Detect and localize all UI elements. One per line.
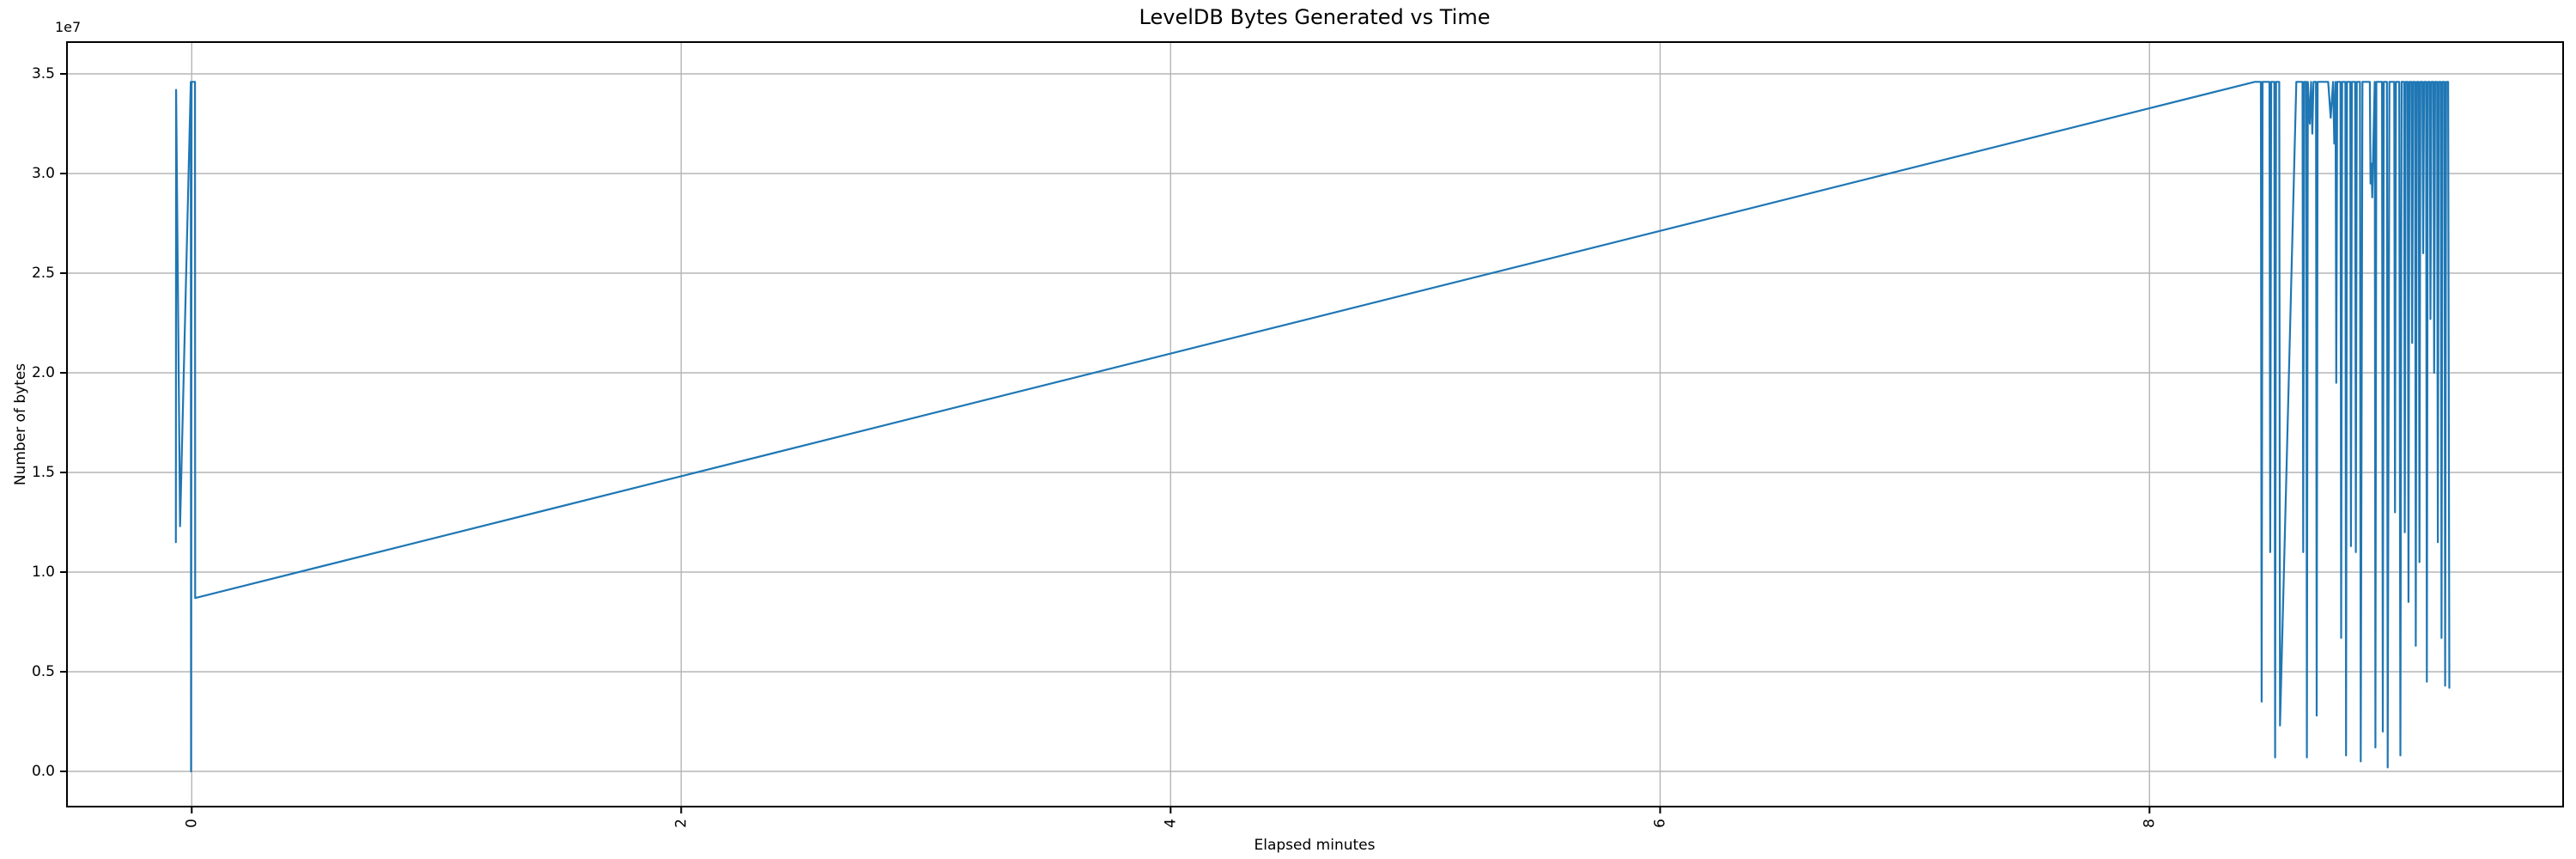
x-tick-label: 0	[183, 819, 200, 828]
data-line	[174, 81, 2451, 773]
axes-spines	[66, 41, 2564, 807]
y-tick-label: 0.5	[32, 663, 55, 680]
y-tick-label: 2.5	[32, 265, 55, 282]
y-tick-label: 3.5	[32, 65, 55, 82]
y-axis-offset-text: 1e7	[55, 19, 82, 35]
x-tick-label: 8	[2141, 819, 2158, 828]
chart-title: LevelDB Bytes Generated vs Time	[1139, 5, 1491, 29]
y-axis-label: Number of bytes	[12, 362, 29, 486]
x-tick-label: 6	[1651, 819, 1668, 828]
x-tick-label: 2	[672, 819, 690, 828]
y-tick-label: 3.0	[32, 165, 55, 182]
y-tick-label: 0.0	[32, 763, 55, 780]
x-axis-label: Elapsed minutes	[1254, 837, 1376, 854]
y-tick-label: 2.0	[32, 364, 55, 381]
y-tick-label: 1.0	[32, 564, 55, 581]
x-tick-label: 4	[1162, 819, 1179, 828]
y-tick-label: 1.5	[32, 464, 55, 481]
